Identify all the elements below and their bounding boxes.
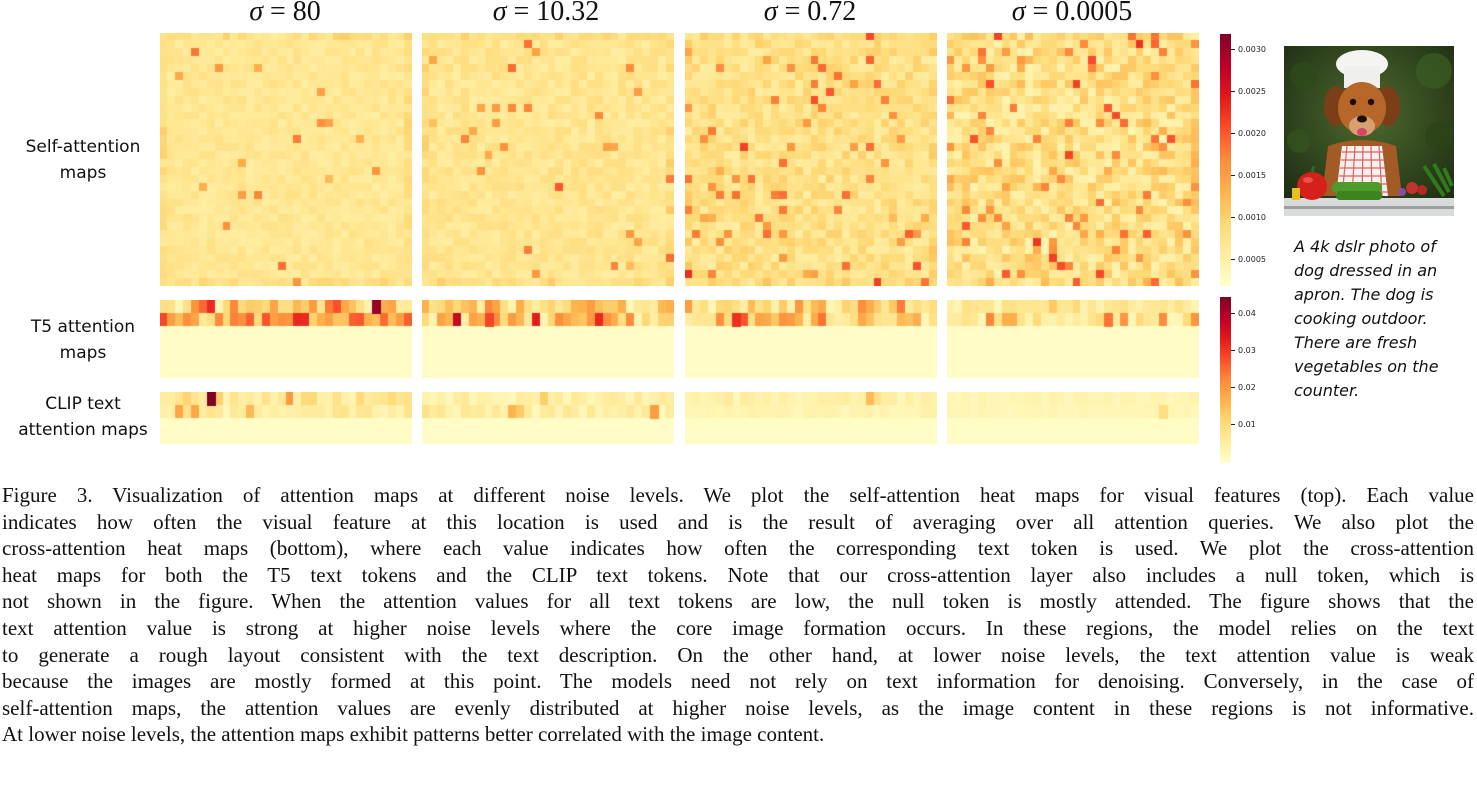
colorbar-tick-label: 0.04 — [1231, 309, 1256, 318]
colorbar-tick-label: 0.02 — [1231, 383, 1256, 392]
row-label-clip: CLIP text attention maps — [18, 394, 148, 440]
noise-level-header-4: σ = 0.0005 — [1011, 0, 1133, 27]
colorbar-tick-label: 0.0005 — [1231, 255, 1266, 264]
figure-caption-line: heat maps for both the T5 text tokens an… — [2, 562, 1474, 587]
noise-level-header-3: σ = 0.72 — [763, 0, 857, 27]
t5-attention-heatmap-3 — [685, 300, 937, 378]
clip-attention-heatmap-3 — [685, 392, 937, 444]
figure-caption: Figure 3. Visualization of attention map… — [2, 482, 1474, 748]
noise-level-header-1: σ = 80 — [249, 0, 321, 27]
colorbar-tick-label: 0.01 — [1231, 420, 1256, 429]
colorbar-tick-label: 0.0030 — [1231, 45, 1266, 54]
self-attention-heatmap-4 — [947, 33, 1199, 286]
self-attention-heatmap-2 — [422, 33, 674, 286]
clip-attention-heatmap-4 — [947, 392, 1199, 444]
noise-level-header-2: σ = 10.32 — [492, 0, 600, 27]
row-label-self-attention: Self-attention maps — [25, 137, 141, 183]
text-attention-colorbar — [1220, 297, 1231, 463]
figure-caption-line: At lower noise levels, the attention map… — [2, 722, 825, 747]
colorbar-tick-label: 0.03 — [1231, 346, 1256, 355]
t5-attention-heatmap-1 — [160, 300, 412, 378]
colorbar-tick-label: 0.0015 — [1231, 171, 1266, 180]
clip-attention-heatmap-2 — [422, 392, 674, 444]
colorbar-tick-label: 0.0025 — [1231, 87, 1266, 96]
row-label-t5: T5 attention maps — [30, 317, 136, 363]
figure-caption-line: self-attention maps, the attention value… — [2, 695, 1474, 720]
t5-attention-heatmap-4 — [947, 300, 1199, 378]
figure-caption-line: Figure 3. Visualization of attention map… — [2, 483, 1474, 507]
generated-image-prompt: A 4k dslr photo of dog dressed in an apr… — [1294, 237, 1439, 400]
t5-attention-heatmap-2 — [422, 300, 674, 378]
clip-attention-heatmap-1 — [160, 392, 412, 444]
figure-caption-line: cross-attention heat maps (bottom), wher… — [2, 536, 1474, 561]
figure-caption-line: to generate a rough layout consistent wi… — [2, 642, 1474, 667]
figure-caption-line: indicates how often the visual feature a… — [2, 509, 1474, 534]
figure-caption-line: not shown in the figure. When the attent… — [2, 589, 1474, 614]
figure-caption-line: text attention value is strong at higher… — [2, 615, 1474, 640]
colorbar-tick-label: 0.0020 — [1231, 129, 1266, 138]
figure-caption-line: because the images are mostly formed at … — [2, 669, 1474, 694]
self-attention-heatmap-3 — [685, 33, 937, 286]
colorbar-tick-label: 0.0010 — [1231, 213, 1266, 222]
self-attention-colorbar — [1220, 34, 1231, 286]
generated-dog-image — [1284, 46, 1454, 216]
self-attention-heatmap-1 — [160, 33, 412, 286]
